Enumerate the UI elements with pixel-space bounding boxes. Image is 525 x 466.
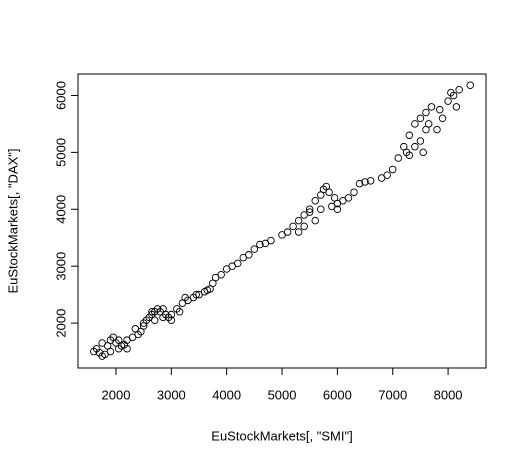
x-tick-label: 3000 (157, 387, 186, 402)
point (422, 108, 430, 117)
x-tick-label: 5000 (268, 387, 297, 402)
point (330, 194, 339, 202)
point (438, 114, 447, 122)
point (98, 339, 106, 347)
y-tick-label: 3000 (53, 252, 68, 281)
point (239, 253, 248, 262)
point (217, 270, 225, 279)
x-tick-label: 7000 (378, 387, 407, 402)
point (447, 88, 455, 97)
point (92, 344, 101, 353)
point (192, 290, 200, 299)
point (333, 205, 342, 214)
point (294, 228, 303, 236)
point (294, 216, 303, 225)
point (317, 205, 325, 214)
point (433, 125, 441, 134)
x-tick-label: 6000 (323, 387, 352, 402)
point (139, 319, 148, 327)
point (411, 120, 419, 128)
point (233, 259, 242, 268)
point (361, 178, 369, 186)
point (203, 286, 212, 294)
x-tick-label: 8000 (434, 387, 463, 402)
point (402, 148, 411, 157)
y-tick-label: 5000 (53, 138, 68, 167)
x-tick-label: 2000 (102, 387, 131, 402)
y-tick-label: 4000 (53, 195, 68, 224)
point (250, 245, 259, 253)
point (424, 120, 433, 128)
point (455, 86, 463, 94)
y-tick-label: 6000 (53, 81, 68, 110)
point (427, 103, 436, 111)
point (388, 165, 397, 174)
x-axis-label: EuStockMarkets[, "SMI"] (211, 428, 352, 443)
point (444, 97, 452, 105)
point (305, 208, 314, 216)
point (466, 81, 474, 89)
point (452, 103, 461, 111)
point (311, 196, 319, 205)
point (350, 188, 358, 196)
point (150, 316, 159, 325)
point (123, 344, 131, 353)
point (436, 105, 444, 114)
y-axis-label: EuStockMarkets[, "DAX"] (5, 148, 20, 293)
point (405, 131, 414, 140)
point (416, 114, 425, 122)
plot-box (77, 73, 487, 369)
point (175, 307, 184, 316)
point (148, 307, 156, 316)
point (283, 228, 292, 236)
point (167, 310, 176, 319)
point (419, 148, 427, 157)
point (114, 336, 123, 344)
point (311, 216, 319, 225)
point (261, 239, 270, 248)
y-tick-label: 2000 (53, 309, 68, 338)
point (305, 205, 314, 214)
point (383, 171, 391, 179)
point (411, 142, 419, 151)
point (167, 316, 176, 325)
point (289, 222, 297, 231)
x-tick-label: 4000 (212, 387, 241, 402)
point (256, 240, 264, 249)
point (394, 154, 403, 162)
point (106, 347, 115, 356)
point (416, 137, 425, 145)
point (355, 179, 364, 188)
point (366, 177, 375, 185)
point (300, 222, 308, 231)
point (344, 194, 353, 202)
point (159, 305, 167, 313)
point (319, 185, 328, 194)
point (131, 325, 140, 333)
